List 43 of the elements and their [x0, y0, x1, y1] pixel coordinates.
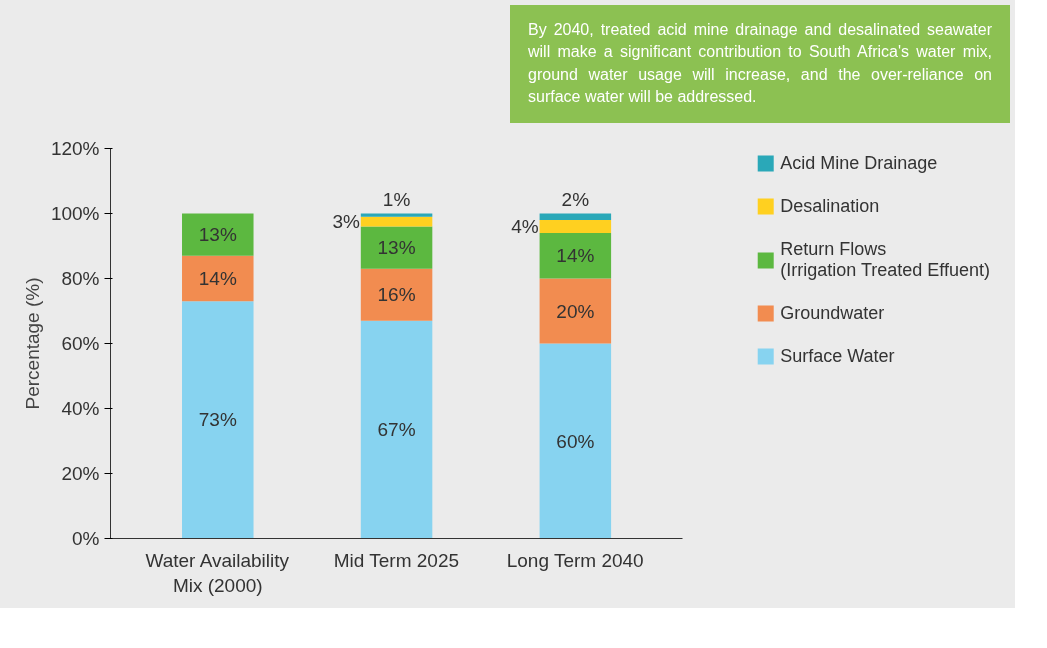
bar: [539, 219, 612, 233]
y-axis-title: Percentage (%): [21, 277, 43, 410]
bar: [360, 213, 433, 217]
bar: [539, 278, 612, 344]
data-label: 2%: [561, 188, 590, 210]
bar: [360, 268, 433, 321]
y-tick-label: 80%: [61, 267, 100, 289]
data-label: 73%: [198, 408, 237, 430]
bar: [539, 232, 612, 279]
bar: [539, 213, 612, 220]
data-label: 60%: [556, 430, 595, 452]
legend-label: Acid Mine Drainage: [780, 152, 938, 174]
y-tick-label: 120%: [50, 137, 100, 159]
bar: [182, 213, 254, 256]
y-tick-label: 60%: [61, 332, 100, 354]
bar: [182, 255, 254, 301]
text: By 2040, treated acid mine drainage and desalinated seawater will make a significant contribution to South Africa's water mix, ground water usage will increase, and the over-reliance on surface water will be addressed.: [528, 20, 992, 108]
bar: [539, 343, 612, 539]
data-label: 67%: [377, 418, 416, 440]
x-tick-label: Long Term 2040: [506, 549, 644, 571]
bar: [360, 216, 433, 227]
y-tick-label: 40%: [61, 397, 100, 419]
bar: [360, 320, 433, 539]
x-tick-label: Water Availability Mix (2000): [145, 549, 290, 596]
y-tick-label: 0%: [72, 527, 100, 549]
data-label: 13%: [198, 223, 237, 245]
y-tick-label: 20%: [61, 462, 100, 484]
data-label: 20%: [556, 300, 595, 322]
x-tick-label: Mid Term 2025: [333, 549, 460, 571]
legend-label: Desalination: [780, 195, 880, 217]
data-label: 3%: [332, 210, 361, 232]
legend-label: Groundwater: [780, 302, 885, 324]
legend-label: Return Flows (Irrigation Treated Effuent): [780, 238, 990, 281]
data-label: 13%: [377, 236, 416, 258]
y-tick-label: 100%: [50, 202, 100, 224]
data-label: 4%: [511, 215, 539, 237]
data-label: 16%: [377, 283, 416, 305]
legend-label: Surface Water: [780, 345, 895, 367]
bar: [360, 226, 433, 269]
data-label: 14%: [198, 267, 237, 289]
data-label: 1%: [382, 188, 411, 210]
data-label: 14%: [556, 244, 595, 266]
bar: [182, 300, 254, 539]
